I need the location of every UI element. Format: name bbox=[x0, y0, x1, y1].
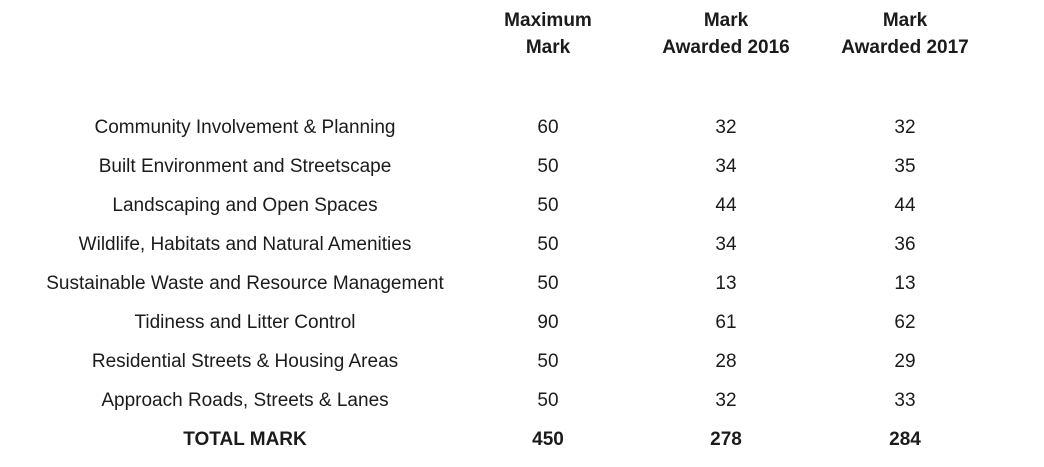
category-label: Approach Roads, Streets & Lanes bbox=[101, 390, 389, 411]
maximum-mark-value: 90 bbox=[537, 312, 559, 333]
mark-2016-value: 34 bbox=[715, 234, 737, 255]
header-awarded-2017-line2: Awarded 2017 bbox=[841, 37, 969, 58]
table-row: Approach Roads, Streets & Lanes 50 32 33 bbox=[0, 381, 1044, 420]
table-row: Wildlife, Habitats and Natural Amenities… bbox=[0, 225, 1044, 264]
mark-2017-value: 62 bbox=[894, 312, 916, 333]
mark-2016-value: 34 bbox=[715, 156, 737, 177]
header-awarded-2017-line1: Mark bbox=[882, 10, 928, 31]
table-row: Community Involvement & Planning 60 32 3… bbox=[0, 108, 1044, 147]
table-row: Tidiness and Litter Control 90 61 62 bbox=[0, 303, 1044, 342]
table-row: Sustainable Waste and Resource Managemen… bbox=[0, 264, 1044, 303]
mark-2017-value: 13 bbox=[894, 273, 916, 294]
maximum-mark-value: 50 bbox=[537, 390, 559, 411]
category-label: Residential Streets & Housing Areas bbox=[91, 351, 399, 372]
mark-2017-value: 44 bbox=[894, 195, 916, 216]
mark-2017-value: 29 bbox=[894, 351, 916, 372]
table-row: Residential Streets & Housing Areas 50 2… bbox=[0, 342, 1044, 381]
header-awarded-2016-line1: Mark bbox=[703, 10, 749, 31]
mark-2017-value: 36 bbox=[894, 234, 916, 255]
category-label: Sustainable Waste and Resource Managemen… bbox=[46, 273, 444, 294]
header-awarded-2016-line2: Awarded 2016 bbox=[662, 37, 790, 58]
maximum-mark-value: 50 bbox=[537, 156, 559, 177]
table-row: Built Environment and Streetscape 50 34 … bbox=[0, 147, 1044, 186]
maximum-mark-value: 50 bbox=[537, 351, 559, 372]
header-maximum-mark-line1: Maximum bbox=[504, 10, 592, 31]
category-label: Built Environment and Streetscape bbox=[98, 156, 392, 177]
mark-2016-value: 32 bbox=[715, 390, 737, 411]
table-row: Landscaping and Open Spaces 50 44 44 bbox=[0, 186, 1044, 225]
header-line-2: Mark Awarded 2016 Awarded 2017 bbox=[0, 34, 1044, 61]
maximum-mark-value: 50 bbox=[537, 195, 559, 216]
total-mark-2017-value: 284 bbox=[889, 429, 921, 450]
maximum-mark-value: 50 bbox=[537, 234, 559, 255]
category-label: Wildlife, Habitats and Natural Amenities bbox=[78, 234, 412, 255]
mark-2016-value: 32 bbox=[715, 117, 737, 138]
mark-2017-value: 32 bbox=[894, 117, 916, 138]
maximum-mark-value: 60 bbox=[537, 117, 559, 138]
header-maximum-mark-line2: Mark bbox=[525, 37, 571, 58]
category-label: Landscaping and Open Spaces bbox=[112, 195, 378, 216]
mark-2016-value: 13 bbox=[715, 273, 737, 294]
table-header: Maximum Mark Mark Mark Awarded 2016 Awar… bbox=[0, 0, 1044, 61]
total-label: TOTAL MARK bbox=[183, 429, 307, 450]
total-row: TOTAL MARK 450 278 284 bbox=[0, 420, 1044, 459]
maximum-mark-value: 50 bbox=[537, 273, 559, 294]
mark-2017-value: 33 bbox=[894, 390, 916, 411]
mark-2016-value: 61 bbox=[715, 312, 737, 333]
mark-2016-value: 28 bbox=[715, 351, 737, 372]
category-label: Community Involvement & Planning bbox=[94, 117, 396, 138]
mark-2017-value: 35 bbox=[894, 156, 916, 177]
total-maximum-mark-value: 450 bbox=[532, 429, 564, 450]
total-mark-2016-value: 278 bbox=[710, 429, 742, 450]
category-label: Tidiness and Litter Control bbox=[134, 312, 356, 333]
mark-2016-value: 44 bbox=[715, 195, 737, 216]
header-line-1: Maximum Mark Mark bbox=[0, 7, 1044, 34]
